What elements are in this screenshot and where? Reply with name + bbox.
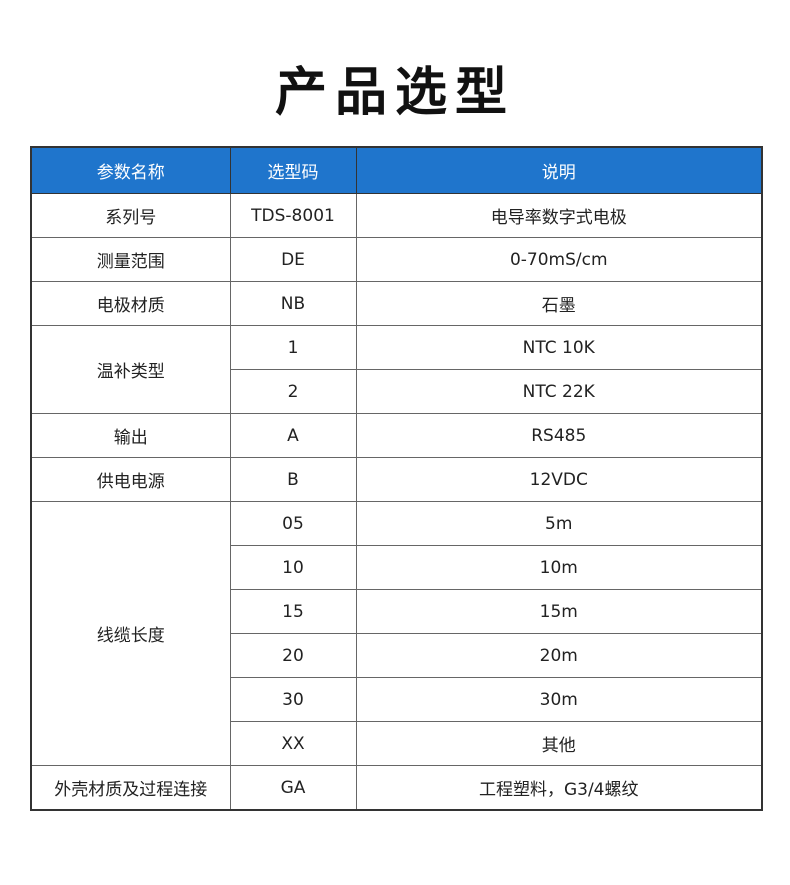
param-cell: 测量范围 bbox=[30, 237, 231, 282]
header-row: 参数名称 选型码 说明 bbox=[30, 146, 763, 194]
code-cell: NB bbox=[229, 281, 357, 326]
desc-cell: NTC 22K bbox=[355, 369, 763, 414]
table-row: 输出 A RS485 bbox=[30, 413, 763, 458]
code-cell: 15 bbox=[229, 589, 357, 634]
param-cell: 输出 bbox=[30, 413, 231, 458]
table-row: XX 其他 bbox=[31, 721, 763, 766]
param-cell: 系列号 bbox=[30, 193, 231, 238]
param-cell: 温补类型 bbox=[30, 325, 231, 414]
desc-cell: 10m bbox=[355, 545, 763, 590]
table-row: 15 15m bbox=[31, 589, 763, 634]
desc-cell: 15m bbox=[355, 589, 763, 634]
code-cell: 2 bbox=[229, 369, 357, 414]
desc-cell: 电导率数字式电极 bbox=[355, 193, 763, 238]
desc-cell: 工程塑料，G3/4螺纹 bbox=[355, 765, 763, 811]
code-cell: A bbox=[229, 413, 357, 458]
desc-cell: 20m bbox=[355, 633, 763, 678]
header-desc: 说明 bbox=[355, 146, 763, 194]
code-cell: B bbox=[229, 457, 357, 502]
desc-cell: 石墨 bbox=[355, 281, 763, 326]
table-row: 电极材质 NB 石墨 bbox=[30, 281, 763, 326]
page-title: 产品选型 bbox=[274, 63, 515, 123]
table-row: 供电电源 B 12VDC bbox=[30, 457, 763, 502]
desc-cell: 5m bbox=[355, 501, 763, 546]
table-row: 系列号 TDS-8001 电导率数字式电极 bbox=[30, 193, 763, 238]
desc-cell: 12VDC bbox=[355, 457, 763, 502]
code-cell: GA bbox=[229, 765, 357, 811]
code-cell: DE bbox=[229, 237, 357, 282]
desc-cell: 0-70mS/cm bbox=[355, 237, 763, 282]
desc-cell: 其他 bbox=[355, 721, 763, 766]
param-cell: 电极材质 bbox=[30, 281, 231, 326]
selection-table: 参数名称 选型码 说明 系列号 TDS-8001 电导率数字式电极 测量范围 DE 0-7… bbox=[30, 146, 763, 811]
code-cell: TDS-8001 bbox=[229, 193, 357, 238]
code-cell: 30 bbox=[229, 677, 357, 722]
table-row: 20 20m bbox=[31, 633, 763, 678]
param-cell: 线缆长度 bbox=[30, 501, 231, 766]
code-cell: XX bbox=[229, 721, 357, 766]
table-row: 30 30m bbox=[31, 677, 763, 722]
code-cell: 20 bbox=[229, 633, 357, 678]
code-cell: 10 bbox=[229, 545, 357, 590]
param-cell: 供电电源 bbox=[30, 457, 231, 502]
header-code: 选型码 bbox=[229, 146, 357, 194]
code-cell: 05 bbox=[229, 501, 357, 546]
desc-cell: RS485 bbox=[355, 413, 763, 458]
desc-cell: 30m bbox=[355, 677, 763, 722]
table-row: 外壳材质及过程连接 GA 工程塑料，G3/4螺纹 bbox=[30, 765, 763, 811]
header-param: 参数名称 bbox=[30, 146, 231, 194]
desc-cell: NTC 10K bbox=[355, 325, 763, 370]
param-cell: 外壳材质及过程连接 bbox=[30, 765, 231, 811]
table-row: 温补类型 1 NTC 10K bbox=[30, 325, 763, 414]
table-row: 测量范围 DE 0-70mS/cm bbox=[30, 237, 763, 282]
table-row: 线缆长度 05 5m bbox=[30, 501, 763, 766]
code-cell: 1 bbox=[229, 325, 357, 370]
